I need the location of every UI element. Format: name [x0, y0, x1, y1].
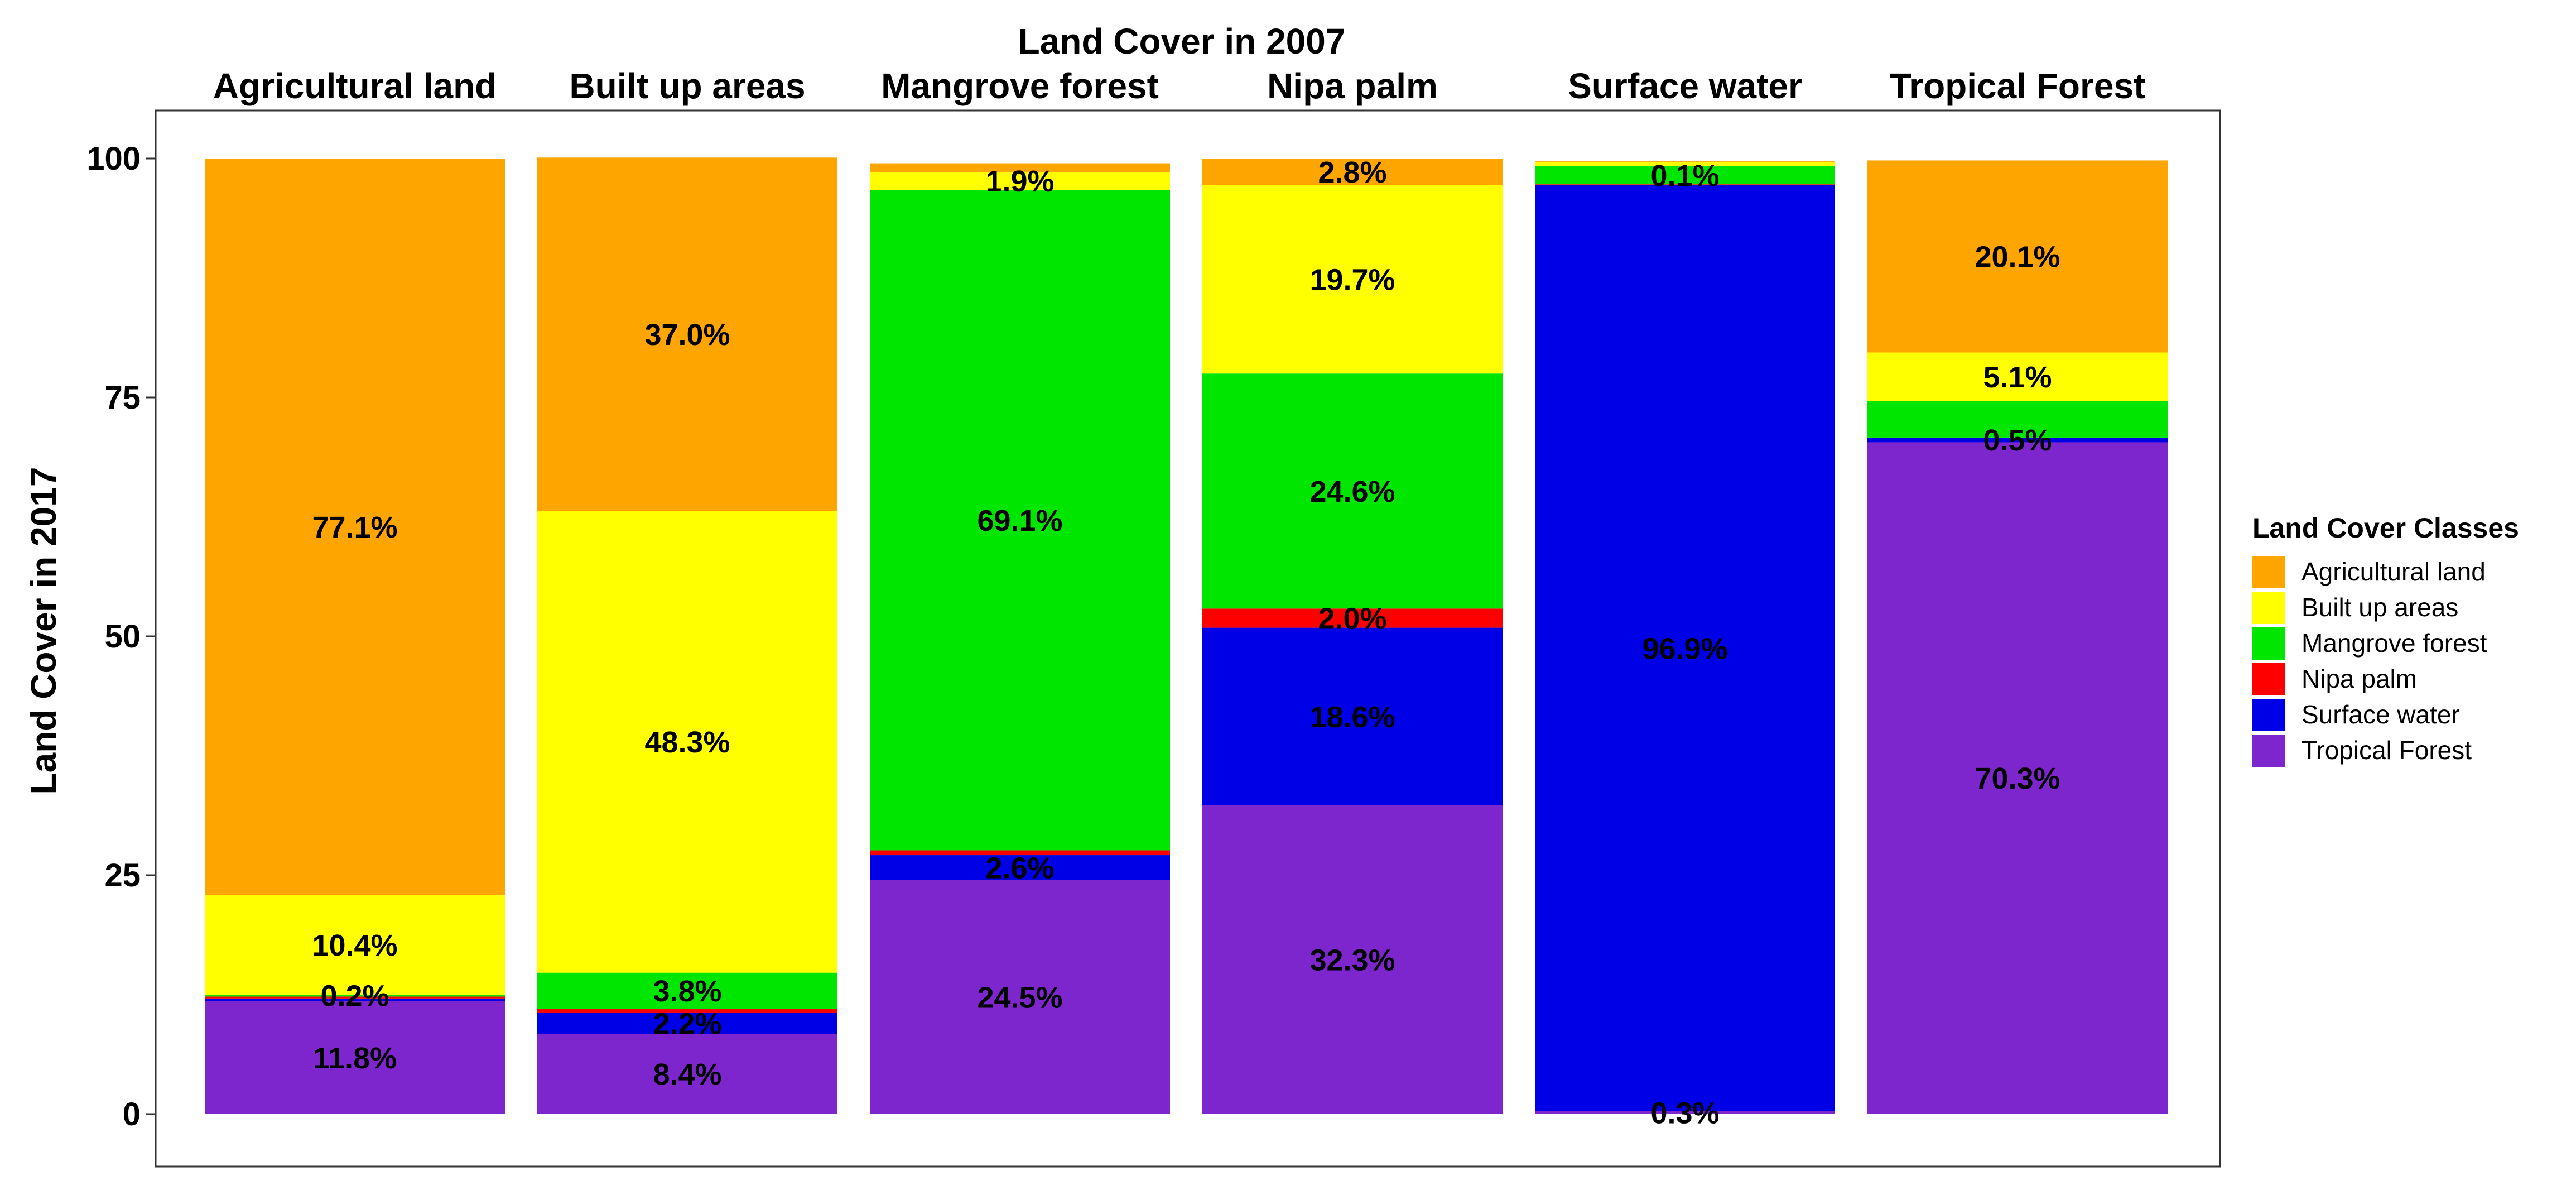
facet-label-surface-water: Surface water: [1568, 66, 1802, 106]
bar-tropical-forest-mangrove-forest: [1867, 401, 2168, 438]
facet-label-mangrove-forest: Mangrove forest: [881, 66, 1159, 106]
bar-nipa-palm-agricultural-land: [1202, 159, 1503, 185]
bar-surface-water-nipa-palm: [1535, 184, 1835, 185]
y-tick-label: 50: [104, 618, 141, 655]
bar-agricultural-land-mangrove-forest: [205, 995, 505, 997]
data-label-agricultural-land-agricultural-land: 77.1%: [312, 511, 397, 544]
y-tick-label: 25: [104, 857, 141, 894]
bar-nipa-palm-tropical-forest: [1202, 805, 1503, 1114]
bar-built-up-areas-mangrove-forest: [537, 972, 837, 1009]
legend-label-built-up-areas: Built up areas: [2301, 593, 2458, 622]
legend-label-surface-water: Surface water: [2301, 700, 2460, 729]
y-axis: 0 25 50 75 100: [86, 141, 156, 1133]
legend-key-nipa-palm: [2252, 663, 2285, 695]
legend-title: Land Cover Classes: [2252, 512, 2519, 544]
data-label-nipa-palm-mangrove-forest: 24.6%: [1309, 475, 1395, 508]
data-label-nipa-palm-agricultural-land: 2.8%: [1318, 156, 1386, 189]
data-label-built-up-areas-tropical-forest: 8.4%: [653, 1058, 721, 1091]
facet-title: Land Cover in 2007: [1018, 21, 1346, 61]
legend-key-agricultural-land: [2252, 556, 2285, 588]
bar-built-up-areas-surface-water: [537, 1013, 837, 1034]
bar-surface-water-surface-water: [1535, 185, 1835, 1111]
bar-built-up-areas-tropical-forest: [537, 1034, 837, 1114]
facet-labels: Agricultural land Built up areas Mangrove …: [213, 66, 2146, 106]
bar-mangrove-forest-built-up-areas: [870, 171, 1170, 190]
data-label-mangrove-forest-surface-water: 2.6%: [985, 851, 1054, 885]
data-label-built-up-areas-mangrove-forest: 3.8%: [653, 975, 721, 1008]
bar-nipa-palm-nipa-palm: [1202, 608, 1503, 628]
bar-tropical-forest-built-up-areas: [1867, 352, 2168, 401]
facet-label-built-up-areas: Built up areas: [569, 66, 805, 106]
legend: Land Cover Classes Agricultural land Buil…: [2252, 512, 2519, 767]
legend-label-agricultural-land: Agricultural land: [2301, 557, 2486, 586]
data-label-mangrove-forest-tropical-forest: 24.5%: [977, 981, 1062, 1014]
bar-tropical-forest-tropical-forest: [1867, 442, 2168, 1114]
data-label-nipa-palm-tropical-forest: 32.3%: [1309, 944, 1395, 977]
bar-mangrove-forest-mangrove-forest: [870, 190, 1170, 851]
data-label-nipa-palm-built-up-areas: 19.7%: [1309, 263, 1395, 297]
facet-label-tropical-forest: Tropical Forest: [1890, 66, 2146, 106]
bar-mangrove-forest-surface-water: [870, 855, 1170, 880]
bar-agricultural-land-surface-water: [205, 998, 505, 1001]
data-label-mangrove-forest-built-up-areas: 1.9%: [985, 165, 1054, 198]
bar-agricultural-land-agricultural-land: [205, 159, 505, 895]
bar-tropical-forest-agricultural-land: [1867, 160, 2168, 353]
bar-mangrove-forest-tropical-forest: [870, 880, 1170, 1114]
y-axis-title: Land Cover in 2017: [23, 467, 64, 795]
data-label-surface-water-tropical-forest: 0.3%: [1650, 1096, 1719, 1130]
bar-surface-water-agricultural-land: [1535, 161, 1835, 162]
bar-nipa-palm-mangrove-forest: [1202, 373, 1503, 609]
facet-label-nipa-palm: Nipa palm: [1267, 66, 1438, 106]
data-label-agricultural-land-mangrove-forest: 0.2%: [320, 980, 389, 1013]
bar-built-up-areas-nipa-palm: [537, 1009, 837, 1013]
legend-label-tropical-forest: Tropical Forest: [2301, 736, 2472, 765]
bar-mangrove-forest-agricultural-land: [870, 163, 1170, 172]
data-label-tropical-forest-surface-water: 0.5%: [1983, 424, 2052, 457]
data-label-agricultural-land-tropical-forest: 11.8%: [313, 1042, 397, 1075]
bar-nipa-palm-built-up-areas: [1202, 185, 1503, 374]
bar-agricultural-land-built-up-areas: [205, 895, 505, 995]
bar-surface-water-tropical-forest: [1535, 1111, 1835, 1114]
data-label-built-up-areas-surface-water: 2.2%: [653, 1007, 721, 1040]
legend-key-mangrove-forest: [2252, 627, 2285, 660]
bar-surface-water-mangrove-forest: [1535, 166, 1835, 185]
y-tick-label: 100: [86, 141, 141, 177]
facet-label-agricultural-land: Agricultural land: [213, 66, 497, 106]
legend-key-tropical-forest: [2252, 735, 2285, 767]
data-label-tropical-forest-agricultural-land: 20.1%: [1975, 240, 2060, 273]
data-label-tropical-forest-built-up-areas: 5.1%: [1983, 361, 2052, 394]
bar-built-up-areas-built-up-areas: [537, 511, 837, 973]
data-labels-layer: 77.1% 10.4% 0.2% 11.8% 37.0% 48.3% 3.8%2.2% 8.4…: [312, 156, 2060, 1130]
data-label-nipa-palm-nipa-palm: 2.0%: [1318, 602, 1386, 635]
legend-label-nipa-palm: Nipa palm: [2301, 664, 2417, 693]
bar-agricultural-land-nipa-palm: [205, 996, 505, 999]
bar-mangrove-forest-nipa-palm: [870, 850, 1170, 856]
bar-agricultural-land-tropical-forest: [205, 1001, 505, 1114]
legend-key-built-up-areas: [2252, 592, 2285, 624]
legend-label-mangrove-forest: Mangrove forest: [2301, 628, 2487, 658]
y-tick-label: 0: [123, 1096, 141, 1133]
plot-panel: [155, 109, 2221, 1168]
bar-tropical-forest-surface-water: [1867, 437, 2168, 443]
data-label-built-up-areas-built-up-areas: 48.3%: [644, 726, 730, 759]
data-label-tropical-forest-tropical-forest: 70.3%: [1975, 762, 2060, 795]
bars-layer: [205, 157, 2168, 1114]
data-label-mangrove-forest-mangrove-forest: 69.1%: [977, 504, 1062, 538]
y-tick-label: 75: [104, 380, 141, 416]
data-label-agricultural-land-built-up-areas: 10.4%: [312, 929, 397, 962]
bar-nipa-palm-surface-water: [1202, 627, 1503, 806]
data-label-nipa-palm-surface-water: 18.6%: [1309, 700, 1395, 734]
bar-built-up-areas-agricultural-land: [537, 157, 837, 511]
data-label-built-up-areas-agricultural-land: 37.0%: [644, 318, 730, 352]
data-label-surface-water-mangrove-forest: 0.1%: [1650, 159, 1719, 193]
bar-surface-water-built-up-areas: [1535, 162, 1835, 166]
legend-key-surface-water: [2252, 699, 2285, 731]
data-label-surface-water-surface-water: 96.9%: [1642, 632, 1727, 665]
